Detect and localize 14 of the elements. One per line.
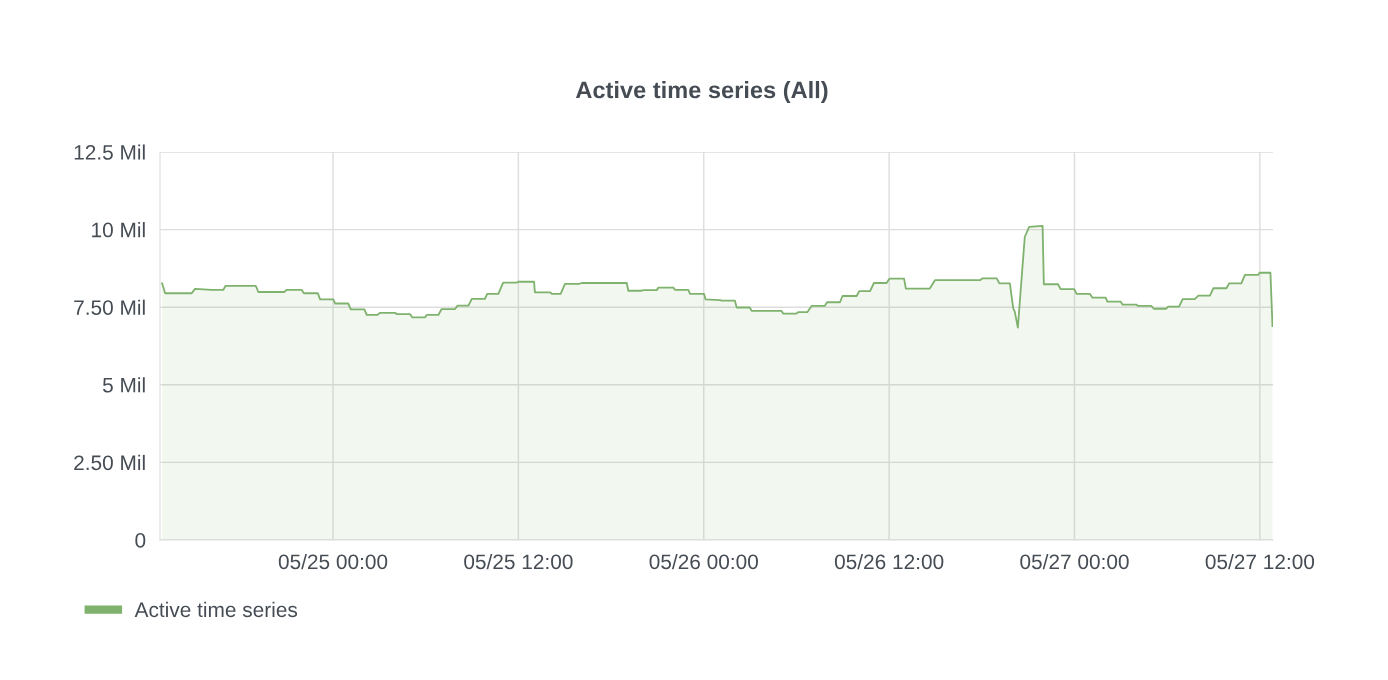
- x-tick-label: 05/25 00:00: [278, 553, 388, 570]
- x-tick-label: 05/27 12:00: [1205, 553, 1315, 570]
- y-tick-label: 2.50 Mil: [74, 454, 145, 471]
- x-tick-label: 05/26 12:00: [834, 553, 944, 570]
- y-tick-label: 7.50 Mil: [74, 299, 145, 315]
- x-tick-label: 05/26 00:00: [649, 553, 758, 570]
- y-tick-label: 12.5 Mil: [74, 144, 145, 160]
- y-tick-label: 0: [135, 533, 146, 548]
- x-tick-label: 05/25 12:00: [464, 553, 573, 570]
- chart-title: Active time series (All): [575, 81, 828, 103]
- y-tick-label: 10 Mil: [92, 222, 145, 238]
- y-tick-label: 5 Mil: [102, 377, 145, 393]
- x-tick-label: 05/27 00:00: [1020, 553, 1129, 570]
- legend-label: Active time series: [134, 601, 298, 618]
